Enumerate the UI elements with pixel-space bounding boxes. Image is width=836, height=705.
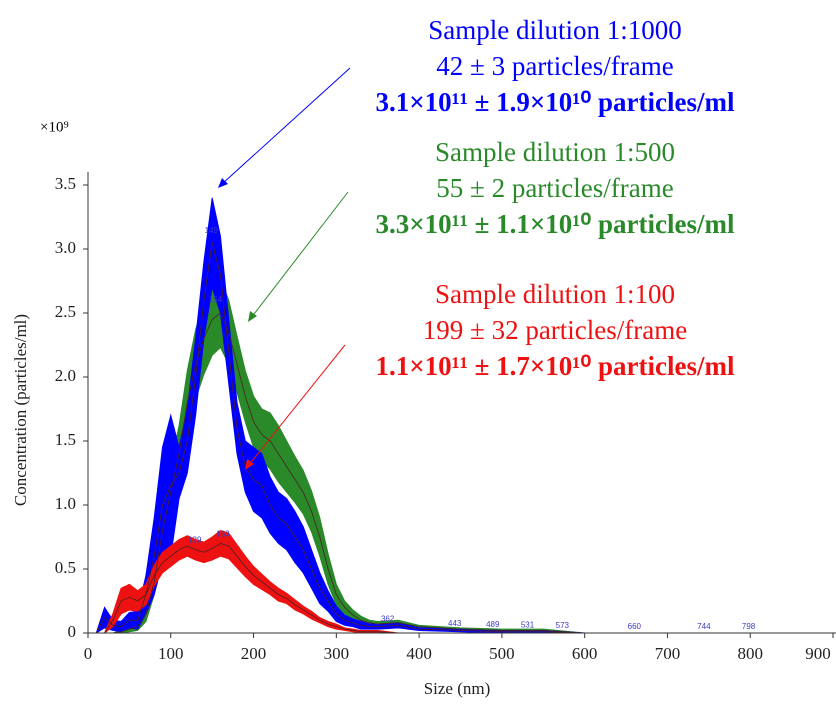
peak-label: 489 <box>486 620 500 629</box>
arrow-head <box>245 459 254 470</box>
x-tick-label: 500 <box>489 644 515 663</box>
peak-label: 163 <box>216 529 230 538</box>
y-tick-label: 2.0 <box>55 366 76 385</box>
y-tick-label: 1.0 <box>55 494 76 513</box>
y-tick-label: 0 <box>68 622 77 641</box>
peak-label: 744 <box>697 622 711 631</box>
arrow <box>250 191 349 319</box>
annotation: Sample dilution 1:500 <box>435 137 675 167</box>
error-band <box>88 197 833 634</box>
annotation: 199 ± 32 particles/frame <box>423 315 687 345</box>
peak-label: 573 <box>556 621 570 630</box>
y-multiplier: ×10⁹ <box>40 119 69 135</box>
peak-label: 443 <box>448 619 462 628</box>
annotation: 1.1×10¹¹ ± 1.7×10¹⁰ particles/ml <box>376 351 735 381</box>
annotation: 42 ± 3 particles/frame <box>436 51 673 81</box>
peak-label: 531 <box>521 620 535 629</box>
y-axis-label: Concentration (particles/ml) <box>11 314 30 506</box>
arrows <box>218 67 351 470</box>
peak-label: 660 <box>628 622 642 631</box>
error-band <box>88 530 833 634</box>
x-tick-label: 900 <box>805 644 831 663</box>
plot-area <box>88 197 833 634</box>
x-tick-label: 400 <box>406 644 432 663</box>
y-tick-label: 2.5 <box>55 302 76 321</box>
peak-label: 154 <box>209 295 223 304</box>
x-tick-label: 300 <box>324 644 350 663</box>
annotation: 3.1×10¹¹ ± 1.9×10¹⁰ particles/ml <box>376 87 735 117</box>
y-tick-label: 3.5 <box>55 174 76 193</box>
annotation: Sample dilution 1:1000 <box>428 15 682 45</box>
x-tick-label: 800 <box>737 644 763 663</box>
x-axis-label: Size (nm) <box>424 679 491 698</box>
peak-label: 129 <box>188 535 202 544</box>
arrow <box>221 67 351 185</box>
annotation: 55 ± 2 particles/frame <box>436 173 673 203</box>
arrow-head <box>248 311 257 322</box>
annotation: Sample dilution 1:100 <box>435 279 675 309</box>
y-tick-label: 3.0 <box>55 238 76 257</box>
y-tick-label: 0.5 <box>55 558 76 577</box>
peak-label: 798 <box>742 622 756 631</box>
annotation: 3.3×10¹¹ ± 1.1×10¹⁰ particles/ml <box>376 209 735 239</box>
y-tick-label: 1.5 <box>55 430 76 449</box>
mean-line <box>88 242 833 634</box>
mean-line <box>88 312 833 634</box>
x-tick-label: 100 <box>158 644 184 663</box>
peak-label: 362 <box>381 614 395 623</box>
x-tick-label: 700 <box>655 644 681 663</box>
x-tick-label: 0 <box>84 644 93 663</box>
peak-label: 149 <box>205 226 219 235</box>
x-tick-label: 600 <box>572 644 598 663</box>
arrow <box>247 344 346 467</box>
x-tick-label: 200 <box>241 644 267 663</box>
arrow-head <box>218 178 228 188</box>
